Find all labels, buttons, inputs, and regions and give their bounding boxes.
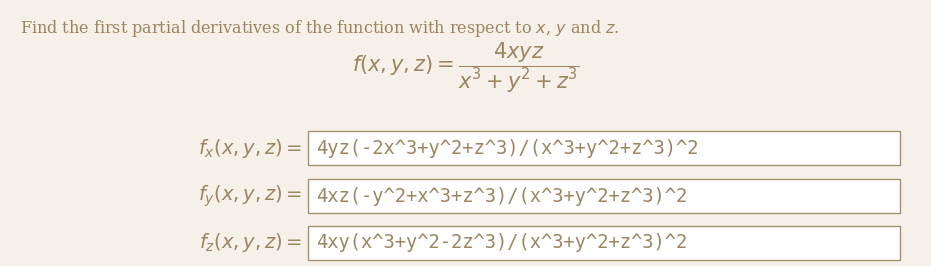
- Text: 4yz(-2x^3+y^2+z^3)/(x^3+y^2+z^3)^2: 4yz(-2x^3+y^2+z^3)/(x^3+y^2+z^3)^2: [316, 139, 698, 157]
- Text: $f_z(x, y, z) =$: $f_z(x, y, z) =$: [198, 231, 302, 255]
- Bar: [308, 131, 900, 165]
- Text: $f(x, y, z) = \dfrac{4xyz}{x^3+y^2+z^3}$: $f(x, y, z) = \dfrac{4xyz}{x^3+y^2+z^3}$: [352, 41, 579, 95]
- Bar: [308, 226, 900, 260]
- Bar: [308, 179, 900, 213]
- Text: 4xz(-y^2+x^3+z^3)/(x^3+y^2+z^3)^2: 4xz(-y^2+x^3+z^3)/(x^3+y^2+z^3)^2: [316, 186, 687, 206]
- Text: $f_x(x, y, z) =$: $f_x(x, y, z) =$: [197, 136, 302, 160]
- Text: $f_y(x, y, z) =$: $f_y(x, y, z) =$: [197, 183, 302, 209]
- Text: 4xy(x^3+y^2-2z^3)/(x^3+y^2+z^3)^2: 4xy(x^3+y^2-2z^3)/(x^3+y^2+z^3)^2: [316, 234, 687, 252]
- Text: Find the first partial derivatives of the function with respect to $x$, $y$ and : Find the first partial derivatives of th…: [20, 18, 619, 39]
